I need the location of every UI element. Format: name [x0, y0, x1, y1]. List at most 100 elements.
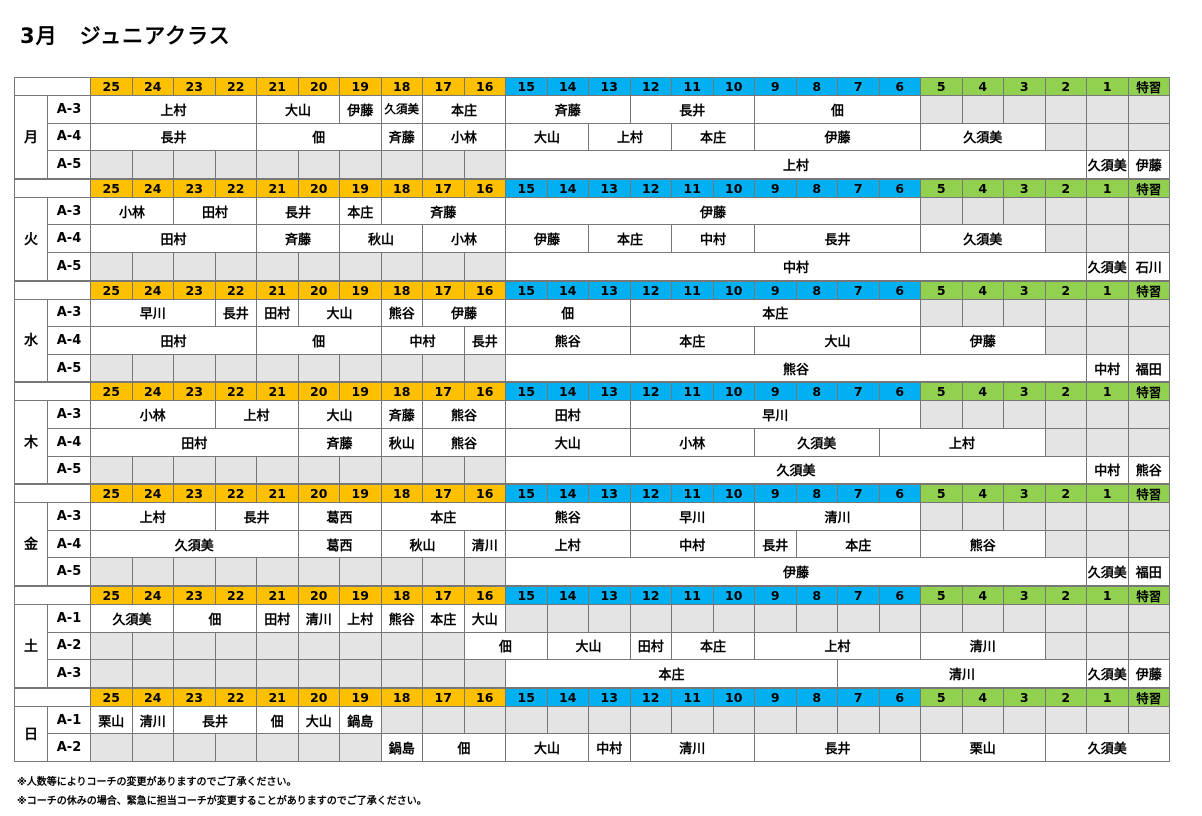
empty-slot: [1087, 96, 1129, 124]
coach-assignment: 小林: [91, 197, 174, 226]
time-slot-header: 10: [713, 178, 755, 198]
coach-assignment: 小林: [630, 429, 755, 457]
time-slot-header: 5: [921, 280, 963, 300]
coach-assignment: 早川: [630, 503, 755, 531]
time-slot-header: 20: [298, 484, 340, 504]
empty-slot: [755, 605, 797, 633]
coach-assignment: 本庄: [423, 605, 465, 633]
empty-slot: [91, 253, 133, 281]
time-slot-header: 9: [755, 484, 797, 504]
coach-assignment: 伊藤: [1128, 660, 1170, 688]
time-slot-header: 5: [921, 586, 963, 605]
empty-slot: [796, 706, 838, 735]
time-slot-header: 2: [1045, 280, 1087, 300]
coach-assignment: 伊藤: [1128, 151, 1170, 179]
time-slot-header: 14: [547, 77, 589, 96]
empty-slot: [423, 456, 465, 485]
class-label: A-5: [48, 354, 91, 383]
coach-assignment: 熊谷: [423, 401, 506, 429]
empty-slot: [1045, 96, 1087, 124]
time-slot-header: 12: [630, 687, 672, 707]
time-slot-header: 25: [91, 586, 133, 605]
class-label: A-1: [48, 605, 91, 633]
empty-slot: [838, 706, 880, 735]
coach-assignment: 福田: [1128, 354, 1170, 383]
time-slot-header: 13: [589, 687, 631, 707]
time-slot-header: 18: [381, 484, 423, 504]
empty-slot: [257, 253, 299, 281]
empty-slot: [132, 632, 174, 661]
time-slot-header: 8: [796, 382, 838, 402]
coach-assignment: 久須美: [1087, 253, 1129, 281]
header-corner: [14, 586, 91, 605]
coach-assignment: 大山: [298, 706, 340, 735]
class-label: A-4: [48, 530, 91, 559]
time-slot-header: 19: [340, 586, 382, 605]
time-slot-header: 22: [215, 687, 257, 707]
time-slot-header: 23: [174, 382, 216, 402]
coach-assignment: 石川: [1128, 253, 1170, 281]
empty-slot: [298, 151, 340, 179]
empty-slot: [1128, 706, 1170, 735]
empty-slot: [91, 734, 133, 762]
coach-assignment: 清川: [838, 660, 1087, 688]
empty-slot: [1045, 123, 1087, 152]
time-slot-header: 3: [1004, 586, 1046, 605]
time-slot-header: 17: [423, 178, 465, 198]
time-slot-header: 20: [298, 687, 340, 707]
time-slot-header: 24: [132, 382, 174, 402]
time-slot-header: 1: [1087, 280, 1129, 300]
empty-slot: [1087, 197, 1129, 226]
time-slot-header: 21: [257, 586, 299, 605]
coach-assignment: 熊谷: [921, 530, 1046, 559]
time-slot-header: 1: [1087, 586, 1129, 605]
empty-slot: [132, 151, 174, 179]
empty-slot: [1045, 706, 1087, 735]
notes: ※人数等によりコーチの変更がありますのでご了承ください。 ※コーチの休みの場合、…: [17, 773, 427, 811]
empty-slot: [340, 354, 382, 383]
coach-assignment: 熊谷: [381, 605, 423, 633]
time-slot-header: 21: [257, 382, 299, 402]
time-slot-header: 13: [589, 382, 631, 402]
empty-slot: [962, 299, 1004, 328]
time-slot-header: 10: [713, 280, 755, 300]
time-slot-header: 7: [838, 687, 880, 707]
time-slot-header: 21: [257, 77, 299, 96]
empty-slot: [91, 456, 133, 485]
coach-assignment: 秋山: [340, 225, 423, 253]
coach-assignment: 小林: [423, 123, 506, 152]
day-label: 日: [14, 706, 48, 762]
coach-assignment: 佃: [257, 706, 299, 735]
empty-slot: [1128, 123, 1170, 152]
time-slot-header: 16: [464, 586, 506, 605]
coach-assignment: 久須美: [91, 605, 174, 633]
time-slot-header: 3: [1004, 280, 1046, 300]
coach-assignment: 本庄: [589, 225, 672, 253]
time-slot-header: 3: [1004, 382, 1046, 402]
time-slot-header: 16: [464, 280, 506, 300]
empty-slot: [1087, 123, 1129, 152]
day-label: 金: [14, 503, 48, 586]
time-slot-header: 11: [672, 586, 714, 605]
empty-slot: [132, 456, 174, 485]
coach-assignment: 本庄: [423, 96, 506, 124]
time-slot-header: 20: [298, 77, 340, 96]
coach-assignment: 栗山: [91, 706, 133, 735]
time-slot-header: 1: [1087, 687, 1129, 707]
empty-slot: [921, 96, 963, 124]
empty-slot: [1045, 530, 1087, 559]
empty-slot: [962, 197, 1004, 226]
time-slot-header: 20: [298, 280, 340, 300]
empty-slot: [132, 558, 174, 586]
empty-slot: [215, 632, 257, 661]
empty-slot: [1128, 96, 1170, 124]
coach-assignment: 佃: [257, 327, 382, 355]
empty-slot: [1087, 401, 1129, 429]
empty-slot: [91, 151, 133, 179]
empty-slot: [921, 197, 963, 226]
time-slot-header: 特習: [1128, 280, 1170, 300]
empty-slot: [215, 253, 257, 281]
coach-assignment: 上村: [340, 605, 382, 633]
note-line: ※コーチの休みの場合、緊急に担当コーチが変更することがありますのでご了承ください…: [17, 796, 427, 807]
time-slot-header: 10: [713, 484, 755, 504]
